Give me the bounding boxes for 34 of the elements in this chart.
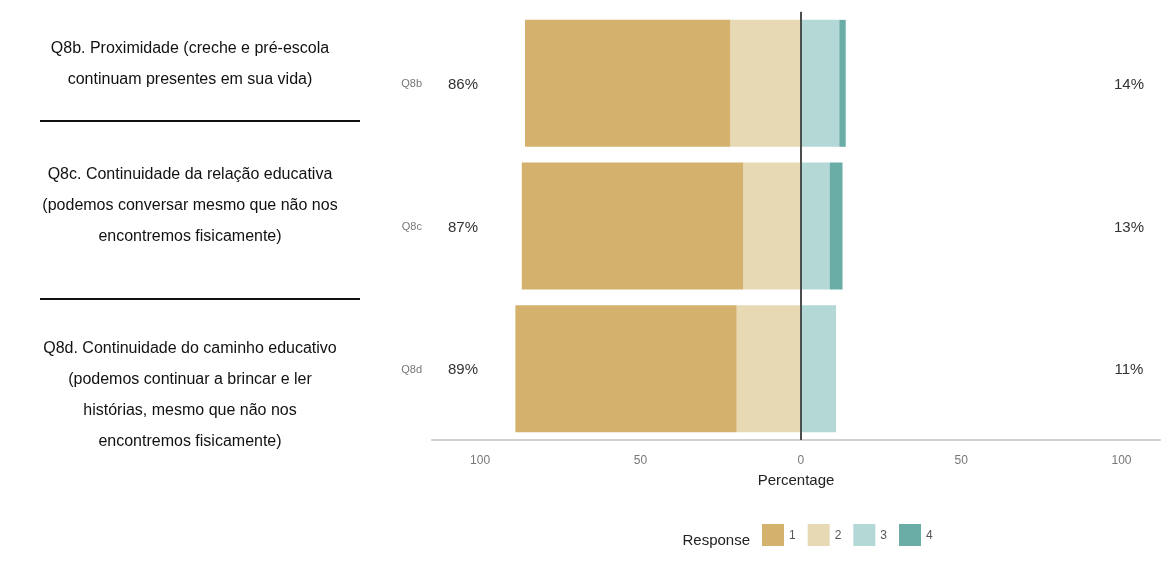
bar <box>515 305 737 433</box>
annotation: 89% <box>447 360 479 378</box>
bar <box>800 19 840 147</box>
x-tick-label: 100 <box>470 453 491 467</box>
bar <box>839 19 846 147</box>
bar <box>525 19 731 147</box>
annotation: 14% <box>1113 74 1145 92</box>
annotation: 11% <box>1114 360 1144 378</box>
bar <box>829 162 843 290</box>
legend-title: Response <box>682 531 750 548</box>
legend-label: 2 <box>834 528 842 542</box>
text: Q8c. Continuidade da relação educativa (podemos conversar mesmo que não nos encontremos fisicamente) <box>41 163 339 246</box>
legend-label: 3 <box>880 528 888 542</box>
legend-label: 4 <box>926 528 934 542</box>
annotation: 13% <box>1113 217 1145 235</box>
bar <box>736 305 801 433</box>
x-tick-label: 100 <box>1111 453 1132 467</box>
bar <box>800 162 830 290</box>
bar <box>743 162 801 290</box>
bar <box>800 305 837 433</box>
bar <box>730 19 801 147</box>
text: Q8d. Continuidade do caminho educativo (podemos continuar a brincar e ler histórias, mesmo que não nos encontremos fisicamente) <box>42 337 338 451</box>
x-tick-label: 50 <box>954 453 969 467</box>
x-tick-label: 50 <box>633 453 648 467</box>
y-tick-label: Q8c <box>401 220 423 232</box>
x-axis-title: Percentage <box>757 471 835 488</box>
legend-label: 1 <box>789 528 796 542</box>
annotation: 86% <box>447 74 479 92</box>
x-tick-label: 0 <box>797 453 805 467</box>
text: Q8b. Proximidade (creche e pré-escola continuam presentes em sua vida) <box>49 38 331 90</box>
bar <box>521 162 744 290</box>
annotation: 87% <box>447 217 479 235</box>
y-tick-label: Q8b <box>401 77 422 90</box>
y-tick-label: Q8d <box>401 362 422 375</box>
